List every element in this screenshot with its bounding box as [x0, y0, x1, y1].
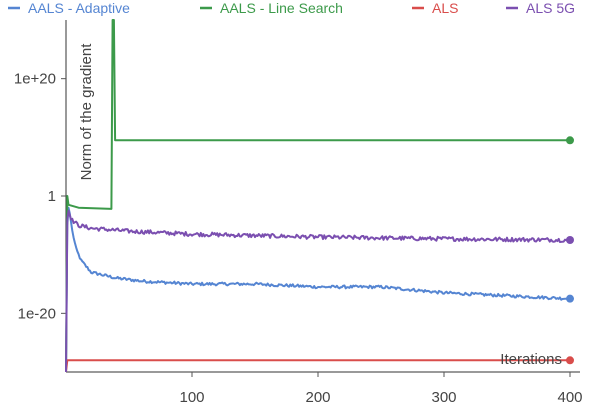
legend-label: AALS - Line Search — [220, 0, 343, 16]
y-axis-title: Norm of the gradient — [78, 43, 95, 181]
legend-label: ALS — [432, 0, 458, 16]
series-line — [65, 209, 571, 373]
legend-label: ALS 5G — [526, 0, 575, 16]
x-tick-label: 100 — [179, 389, 204, 406]
legend-item[interactable]: ALS — [412, 0, 458, 16]
series-line — [65, 19, 570, 373]
legend-item[interactable]: AALS - Adaptive — [8, 0, 130, 16]
x-tick-label: 400 — [557, 389, 582, 406]
x-tick-label: 300 — [431, 389, 456, 406]
legend-item[interactable]: AALS - Line Search — [200, 0, 343, 16]
axis-labels: Norm of the gradient Iterations — [78, 43, 562, 368]
legend-item[interactable]: ALS 5G — [506, 0, 575, 16]
series-end-marker — [566, 236, 574, 244]
x-axis-title: Iterations — [500, 351, 562, 368]
series-layer — [65, 19, 574, 373]
x-tick-label: 200 — [305, 389, 330, 406]
series-line — [65, 206, 571, 373]
series-end-marker — [566, 356, 574, 365]
legend: AALS - Adaptive AALS - Line Search ALS ALS … — [8, 0, 575, 16]
y-tick-label: 1 — [48, 188, 56, 205]
legend-label: AALS - Adaptive — [28, 0, 130, 16]
y-tick-label: 1e-20 — [18, 305, 56, 322]
axes: 100 200 300 400 1e+20 1 1e-20 — [14, 20, 583, 406]
series-end-marker — [566, 294, 574, 303]
y-tick-label: 1e+20 — [14, 71, 56, 88]
series-line — [65, 359, 570, 373]
series-end-marker — [566, 136, 574, 145]
